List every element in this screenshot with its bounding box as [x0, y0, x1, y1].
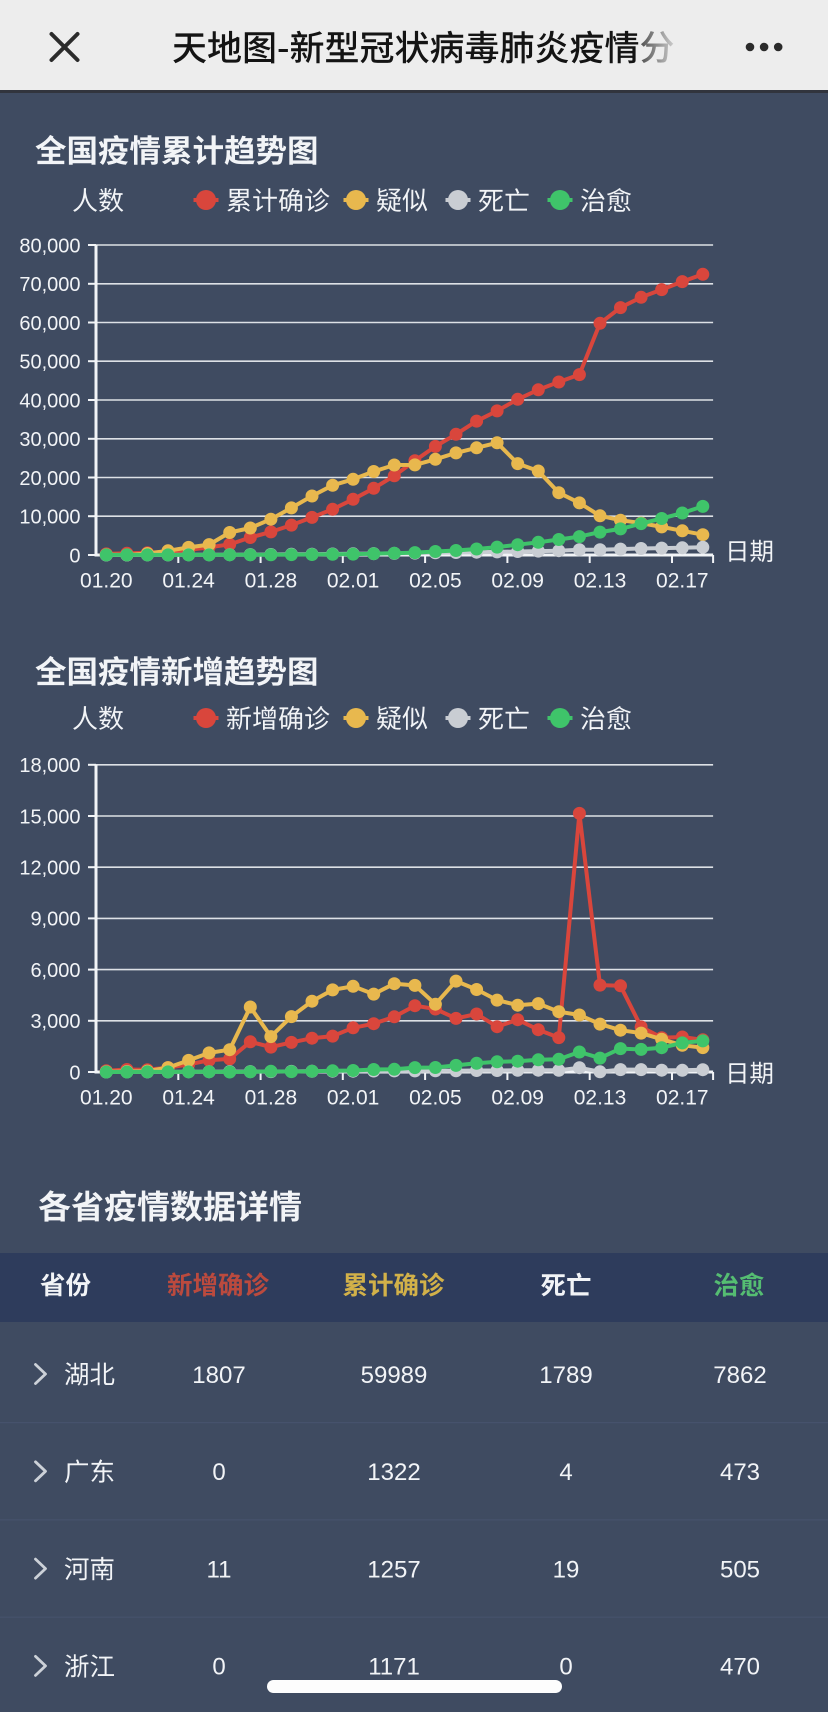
svg-text:50,000: 50,000	[19, 352, 80, 374]
svg-text:0: 0	[69, 545, 80, 567]
svg-text:9,000: 9,000	[30, 909, 80, 931]
svg-text:02.09: 02.09	[491, 570, 544, 593]
svg-text:473: 473	[720, 1459, 760, 1486]
svg-text:11: 11	[207, 1556, 232, 1583]
svg-text:02.13: 02.13	[574, 1087, 627, 1110]
svg-text:01.24: 01.24	[162, 1087, 215, 1110]
svg-text:0: 0	[212, 1654, 225, 1681]
svg-text:40,000: 40,000	[19, 390, 80, 412]
svg-text:80,000: 80,000	[19, 235, 80, 257]
svg-text:60,000: 60,000	[19, 313, 80, 335]
svg-text:4: 4	[559, 1459, 572, 1486]
svg-text:15,000: 15,000	[19, 806, 80, 828]
svg-text:470: 470	[720, 1654, 760, 1681]
svg-text:1807: 1807	[192, 1362, 245, 1389]
svg-text:59989: 59989	[361, 1362, 428, 1389]
svg-text:02.01: 02.01	[327, 570, 380, 593]
svg-text:19: 19	[553, 1556, 580, 1583]
svg-text:02.09: 02.09	[491, 1087, 544, 1110]
svg-text:02.05: 02.05	[409, 1087, 462, 1110]
svg-text:02.01: 02.01	[327, 1087, 380, 1110]
svg-text:20,000: 20,000	[19, 468, 80, 490]
svg-text:02.17: 02.17	[656, 570, 709, 593]
svg-text:18,000: 18,000	[19, 755, 80, 777]
svg-text:3,000: 3,000	[30, 1011, 80, 1033]
svg-text:02.05: 02.05	[409, 570, 462, 593]
svg-text:6,000: 6,000	[30, 960, 80, 982]
svg-text:10,000: 10,000	[19, 507, 80, 529]
svg-text:12,000: 12,000	[19, 858, 80, 880]
svg-text:1789: 1789	[539, 1362, 592, 1389]
svg-text:01.28: 01.28	[245, 570, 298, 593]
svg-text:01.20: 01.20	[80, 1087, 133, 1110]
svg-text:7862: 7862	[713, 1362, 766, 1389]
svg-text:0: 0	[559, 1654, 572, 1681]
svg-text:1171: 1171	[368, 1654, 420, 1681]
svg-text:0: 0	[212, 1459, 225, 1486]
svg-text:0: 0	[69, 1062, 80, 1084]
svg-text:02.17: 02.17	[656, 1087, 709, 1110]
svg-text:70,000: 70,000	[19, 274, 80, 296]
svg-text:1322: 1322	[367, 1459, 420, 1486]
svg-text:02.13: 02.13	[574, 570, 627, 593]
svg-text:505: 505	[720, 1556, 760, 1583]
svg-text:01.24: 01.24	[162, 570, 215, 593]
svg-text:01.28: 01.28	[245, 1087, 298, 1110]
svg-text:30,000: 30,000	[19, 429, 80, 451]
svg-text:01.20: 01.20	[80, 570, 133, 593]
svg-text:1257: 1257	[367, 1556, 420, 1583]
